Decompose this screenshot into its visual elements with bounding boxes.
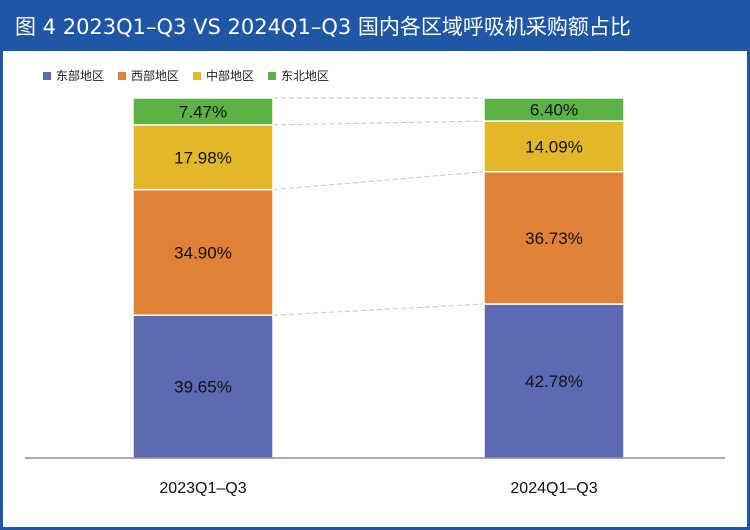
connector-line: [272, 171, 485, 191]
data-label: 14.09%: [525, 137, 583, 156]
legend-item: 东北地区: [268, 67, 329, 84]
x-tick-label: 2024Q1–Q3: [510, 480, 597, 497]
data-label: 36.73%: [525, 229, 583, 248]
data-label: 7.47%: [179, 102, 227, 121]
chart-title: 图 4 2023Q1–Q3 VS 2024Q1–Q3 国内各区域呼吸机采购额占比: [3, 3, 747, 51]
bar-segment: [132, 314, 274, 459]
legend-label: 中部地区: [206, 69, 255, 83]
bar-segment: [483, 120, 625, 173]
legend-swatch: [268, 71, 277, 80]
data-label: 17.98%: [174, 148, 232, 167]
legend-label: 东部地区: [56, 69, 105, 83]
legend-swatch: [118, 71, 127, 80]
legend-item: 中部地区: [193, 67, 254, 84]
bar-segment: [132, 97, 274, 126]
legend-label: 东北地区: [281, 69, 330, 83]
connector-line: [272, 120, 485, 126]
legend-item: 东部地区: [43, 67, 104, 84]
legend-swatch: [43, 71, 51, 80]
legend-label: 西部地区: [131, 69, 180, 83]
bar-segment: [483, 303, 625, 459]
data-label: 39.65%: [174, 378, 232, 397]
bar-segment: [132, 124, 274, 191]
connector-line: [272, 303, 485, 316]
data-label: 34.90%: [174, 243, 232, 262]
legend-swatch: [193, 71, 202, 80]
legend-item: 西部地区: [118, 67, 179, 84]
data-label: 42.78%: [525, 372, 583, 391]
data-label: 6.40%: [530, 101, 578, 120]
stacked-bar-chart: 39.65% 34.90% 17.98% 7.47% 2023Q1–Q3 42.78% 36…: [25, 97, 725, 497]
bar-segment: [483, 97, 625, 122]
legend: 东部地区 西部地区 中部地区 东北地区: [43, 67, 329, 84]
bar-segment: [483, 171, 625, 305]
x-tick-label: 2023Q1–Q3: [159, 480, 246, 497]
